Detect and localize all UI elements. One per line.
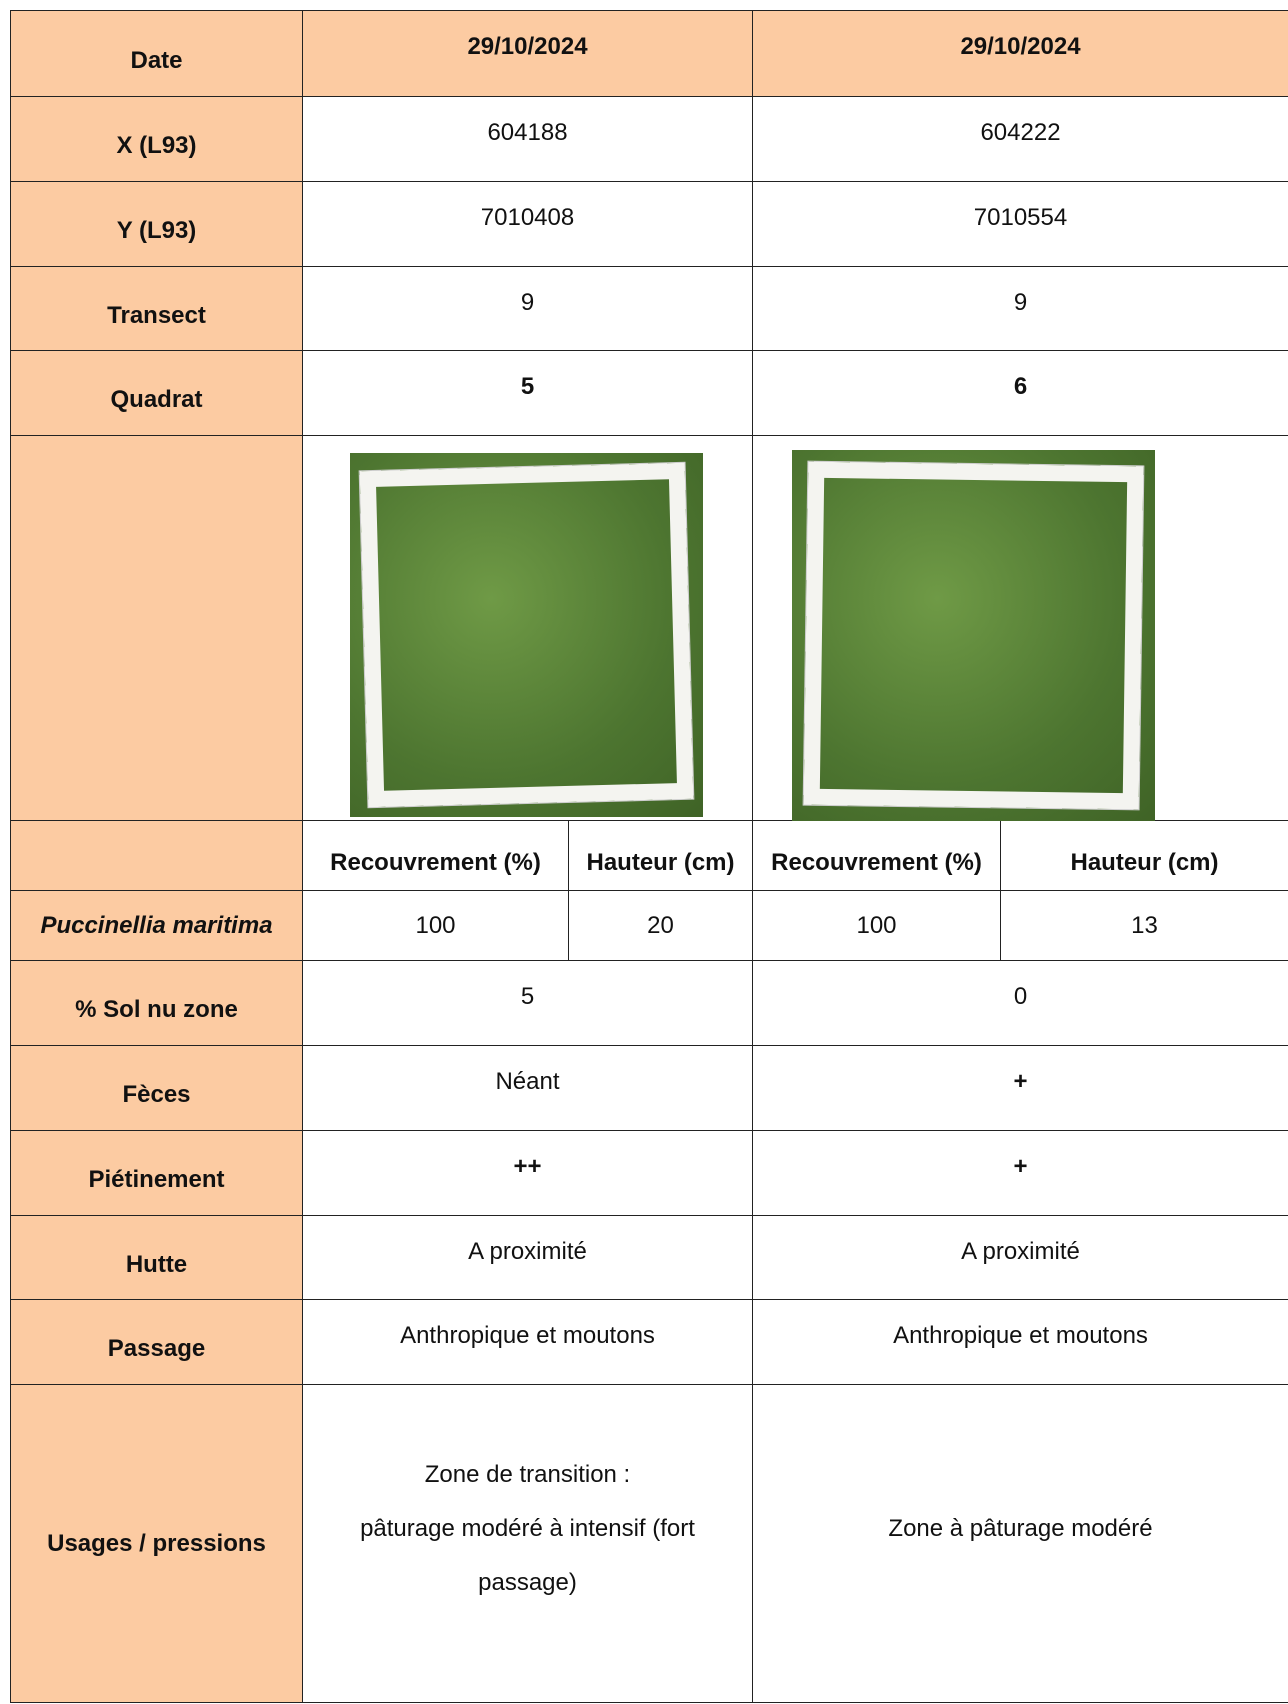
survey-table: Date 29/10/2024 29/10/2024 X (L93) 60418…: [10, 10, 1288, 1703]
cell: 29/10/2024: [302, 10, 753, 97]
row-label: X (L93): [10, 96, 303, 182]
text-line: Zone de transition :: [424, 1460, 631, 1488]
cell: 20: [568, 890, 753, 961]
cell: Zone de transition : pâturage modéré à i…: [302, 1384, 753, 1703]
cell: A proximité: [752, 1215, 1288, 1300]
photo-cell: [302, 435, 753, 821]
row: Quadrat 5 6: [10, 350, 1288, 436]
row-label: Hutte: [10, 1215, 303, 1300]
cell: +: [752, 1045, 1288, 1131]
row: Passage Anthropique et moutons Anthropiq…: [10, 1299, 1288, 1385]
cell: 0: [752, 960, 1288, 1046]
row: Piétinement ++ +: [10, 1130, 1288, 1216]
cell: 100: [752, 890, 1001, 961]
cell: 604222: [752, 96, 1288, 182]
row-label: Y (L93): [10, 181, 303, 267]
row-label: [10, 435, 303, 821]
cell: 5: [302, 960, 753, 1046]
cell: Anthropique et moutons: [752, 1299, 1288, 1385]
cell: Zone à pâturage modéré: [752, 1384, 1288, 1703]
cell: +: [752, 1130, 1288, 1216]
row: Hutte A proximité A proximité: [10, 1215, 1288, 1300]
row-label: Quadrat: [10, 350, 303, 436]
cell: Anthropique et moutons: [302, 1299, 753, 1385]
cell: ++: [302, 1130, 753, 1216]
row-label: Date: [10, 10, 303, 97]
photo-cell: [752, 435, 1288, 821]
row-label: Fèces: [10, 1045, 303, 1131]
row: Y (L93) 7010408 7010554: [10, 181, 1288, 267]
cell: 7010554: [752, 181, 1288, 267]
cell: 100: [302, 890, 569, 961]
quadrat-photo: [792, 449, 1155, 821]
subheader: Hauteur (cm): [1000, 820, 1288, 891]
cell: 6: [752, 350, 1288, 436]
row-label: [10, 820, 303, 891]
cell: 5: [302, 350, 753, 436]
row: % Sol nu zone 5 0: [10, 960, 1288, 1046]
row-label: Puccinellia maritima: [10, 890, 303, 961]
cell: A proximité: [302, 1215, 753, 1300]
subheader: Recouvrement (%): [302, 820, 569, 891]
row: [10, 435, 1288, 821]
cell: 9: [302, 266, 753, 351]
cell: 7010408: [302, 181, 753, 267]
row: Transect 9 9: [10, 266, 1288, 351]
cell: 604188: [302, 96, 753, 182]
row: Fèces Néant +: [10, 1045, 1288, 1131]
text-line: pâturage modéré à intensif (fort: [360, 1514, 695, 1542]
cell: 13: [1000, 890, 1288, 961]
row-label: % Sol nu zone: [10, 960, 303, 1046]
text-line: passage): [478, 1568, 577, 1596]
row-label: Usages / pressions: [10, 1384, 303, 1703]
subheader: Recouvrement (%): [752, 820, 1001, 891]
row-label: Piétinement: [10, 1130, 303, 1216]
subheader: Hauteur (cm): [568, 820, 753, 891]
row-label: Transect: [10, 266, 303, 351]
cell: Néant: [302, 1045, 753, 1131]
quadrat-photo: [350, 452, 703, 817]
cell: 9: [752, 266, 1288, 351]
row: Recouvrement (%) Hauteur (cm) Recouvreme…: [10, 820, 1288, 891]
row: Puccinellia maritima 100 20 100 13: [10, 890, 1288, 961]
row-label: Passage: [10, 1299, 303, 1385]
row: Date 29/10/2024 29/10/2024: [10, 10, 1288, 97]
row: X (L93) 604188 604222: [10, 96, 1288, 182]
cell: 29/10/2024: [752, 10, 1288, 97]
row: Usages / pressions Zone de transition : …: [10, 1384, 1288, 1703]
